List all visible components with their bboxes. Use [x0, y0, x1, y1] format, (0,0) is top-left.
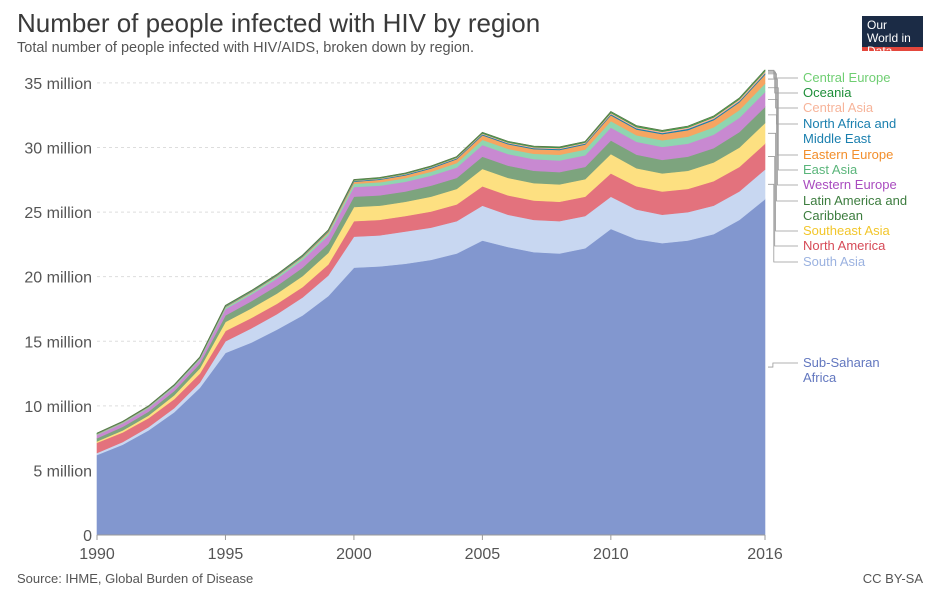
- legend-label: Central Asia: [803, 100, 874, 115]
- legend-leader: [768, 98, 798, 186]
- legend-leader: [768, 70, 798, 94]
- area-series: [96, 69, 766, 536]
- x-tick-label: 1995: [208, 546, 244, 563]
- owid-logo[interactable]: Our World in Data: [862, 16, 923, 58]
- legend-item-east-asia[interactable]: East Asia: [768, 87, 858, 177]
- y-tick-label: 5 million: [33, 463, 92, 480]
- legend-label: South Asia: [803, 254, 866, 269]
- total-outline: [96, 69, 766, 434]
- legend-label: Middle East: [803, 131, 871, 146]
- legend-leader: [768, 73, 798, 125]
- legend-leader: [768, 114, 798, 202]
- legend-label: Oceania: [803, 85, 852, 100]
- legend-label: Latin America and: [803, 193, 907, 208]
- legend-leader: [768, 78, 798, 156]
- y-tick-label: 15 million: [24, 334, 92, 351]
- legend-leader: [768, 183, 798, 263]
- legend-item-southeast-asia[interactable]: Southeast Asia: [768, 132, 890, 238]
- legend-label: Eastern Europe: [803, 147, 893, 162]
- legend-item-central-asia[interactable]: Central Asia: [768, 71, 874, 115]
- legend-item-north-america[interactable]: North America: [768, 156, 886, 253]
- legend-item-south-asia[interactable]: South Asia: [768, 183, 866, 269]
- legend-leader: [768, 156, 798, 247]
- legend-leader: [768, 87, 798, 171]
- x-tick-label: 2016: [747, 546, 783, 563]
- legend-label: Central Europe: [803, 70, 890, 85]
- y-tick-label: 0: [83, 528, 92, 545]
- legend-item-central-europe[interactable]: Central Europe: [768, 69, 890, 85]
- legend-leader: [768, 71, 798, 109]
- y-tick-label: 25 million: [24, 205, 92, 222]
- legend-label: Africa: [803, 370, 837, 385]
- legend-label: North America: [803, 238, 886, 253]
- source-note: Source: IHME, Global Burden of Disease: [17, 571, 254, 586]
- legend-label: East Asia: [803, 162, 858, 177]
- y-tick-label: 20 million: [24, 270, 92, 287]
- legend-leader: [768, 132, 798, 232]
- x-axis: 1990 1995 2000 2005 2010 2016: [79, 534, 783, 563]
- x-tick-label: 2010: [593, 546, 629, 563]
- legend-label: Western Europe: [803, 177, 897, 192]
- legend-label: Sub-Saharan: [803, 355, 880, 370]
- y-axis: 0 5 million 10 million 15 million 20 million…: [24, 76, 92, 545]
- legend-label: Southeast Asia: [803, 223, 890, 238]
- page-title: Number of people infected with HIV by re…: [17, 8, 541, 38]
- legend-label: Caribbean: [803, 208, 863, 223]
- y-tick-label: 35 million: [24, 76, 92, 93]
- legend-item-oceania[interactable]: Oceania: [768, 70, 852, 100]
- x-tick-label: 1990: [79, 546, 115, 563]
- logo-text: Our World in Data: [867, 18, 911, 58]
- x-tick-label: 2005: [465, 546, 501, 563]
- legend-leader: [768, 362, 798, 368]
- license-note: CC BY-SA: [862, 571, 923, 586]
- y-tick-label: 30 million: [24, 141, 92, 158]
- legend-item-western-europe[interactable]: Western Europe: [768, 98, 897, 192]
- x-tick-label: 2000: [336, 546, 372, 563]
- page-subtitle: Total number of people infected with HIV…: [17, 40, 475, 56]
- y-tick-label: 10 million: [24, 399, 92, 416]
- legend-label: North Africa and: [803, 116, 896, 131]
